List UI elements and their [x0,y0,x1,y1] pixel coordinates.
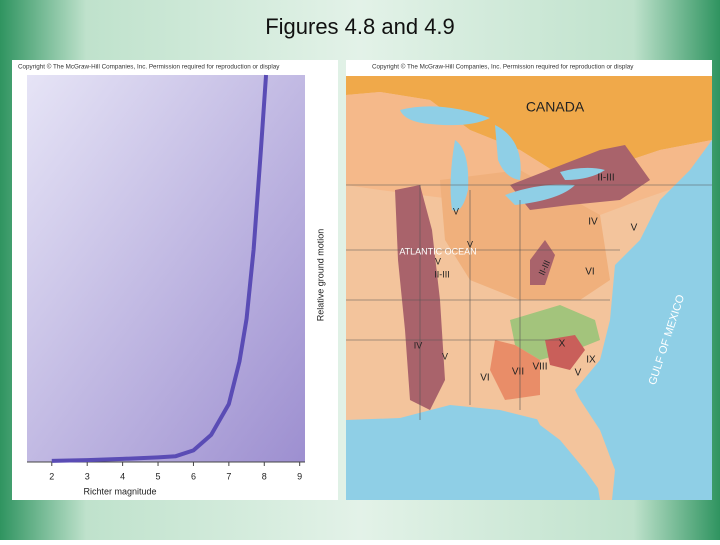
x-tick-label: 9 [297,471,302,481]
map-label: IV [414,340,423,350]
curve [51,74,269,463]
plot-area [27,75,305,462]
x-tick-label: 7 [226,471,231,481]
slide-title: Figures 4.8 and 4.9 [265,14,455,39]
lake [505,184,575,205]
map-label: II-III [597,173,614,184]
map-label: IV [588,217,598,228]
x-tick-label: 6 [191,471,196,481]
x-tick-label: 4 [120,471,125,481]
map-label: ATLANTIC OCEAN [399,246,476,256]
x-tick-label: 2 [49,471,54,481]
map-label: II-III [434,269,450,279]
lake [450,140,469,211]
map-label: V [575,368,582,379]
map [346,76,712,500]
lake [400,106,490,126]
map-label: V [453,206,459,216]
map-label: V [435,256,441,266]
ocean [575,140,712,500]
map-label: IX [586,355,596,366]
florida [530,392,615,498]
x-tick-label: 8 [262,471,267,481]
map-label: VII [512,367,524,378]
region [545,335,585,370]
y-axis-label: Relative ground motion [315,229,325,322]
map-label: VI [480,373,489,384]
map-label: VIII [532,362,547,373]
map-label: VI [585,267,594,278]
x-tick-label: 5 [156,471,161,481]
map-label: X [559,339,566,350]
region [490,340,540,400]
map-label: CANADA [526,99,585,115]
map-label: V [467,239,473,249]
gulf [346,405,600,500]
map-label: V [631,223,638,234]
copyright: Copyright © The McGraw-Hill Companies, I… [18,63,280,71]
band [530,240,555,285]
x-axis-label: Richter magnitude [83,486,156,496]
map-label: V [442,351,448,361]
lake [560,167,605,180]
x-tick-label: 3 [85,471,90,481]
map-copyright: Copyright © The McGraw-Hill Companies, I… [372,63,634,71]
lake [495,125,521,180]
borders [346,184,712,420]
